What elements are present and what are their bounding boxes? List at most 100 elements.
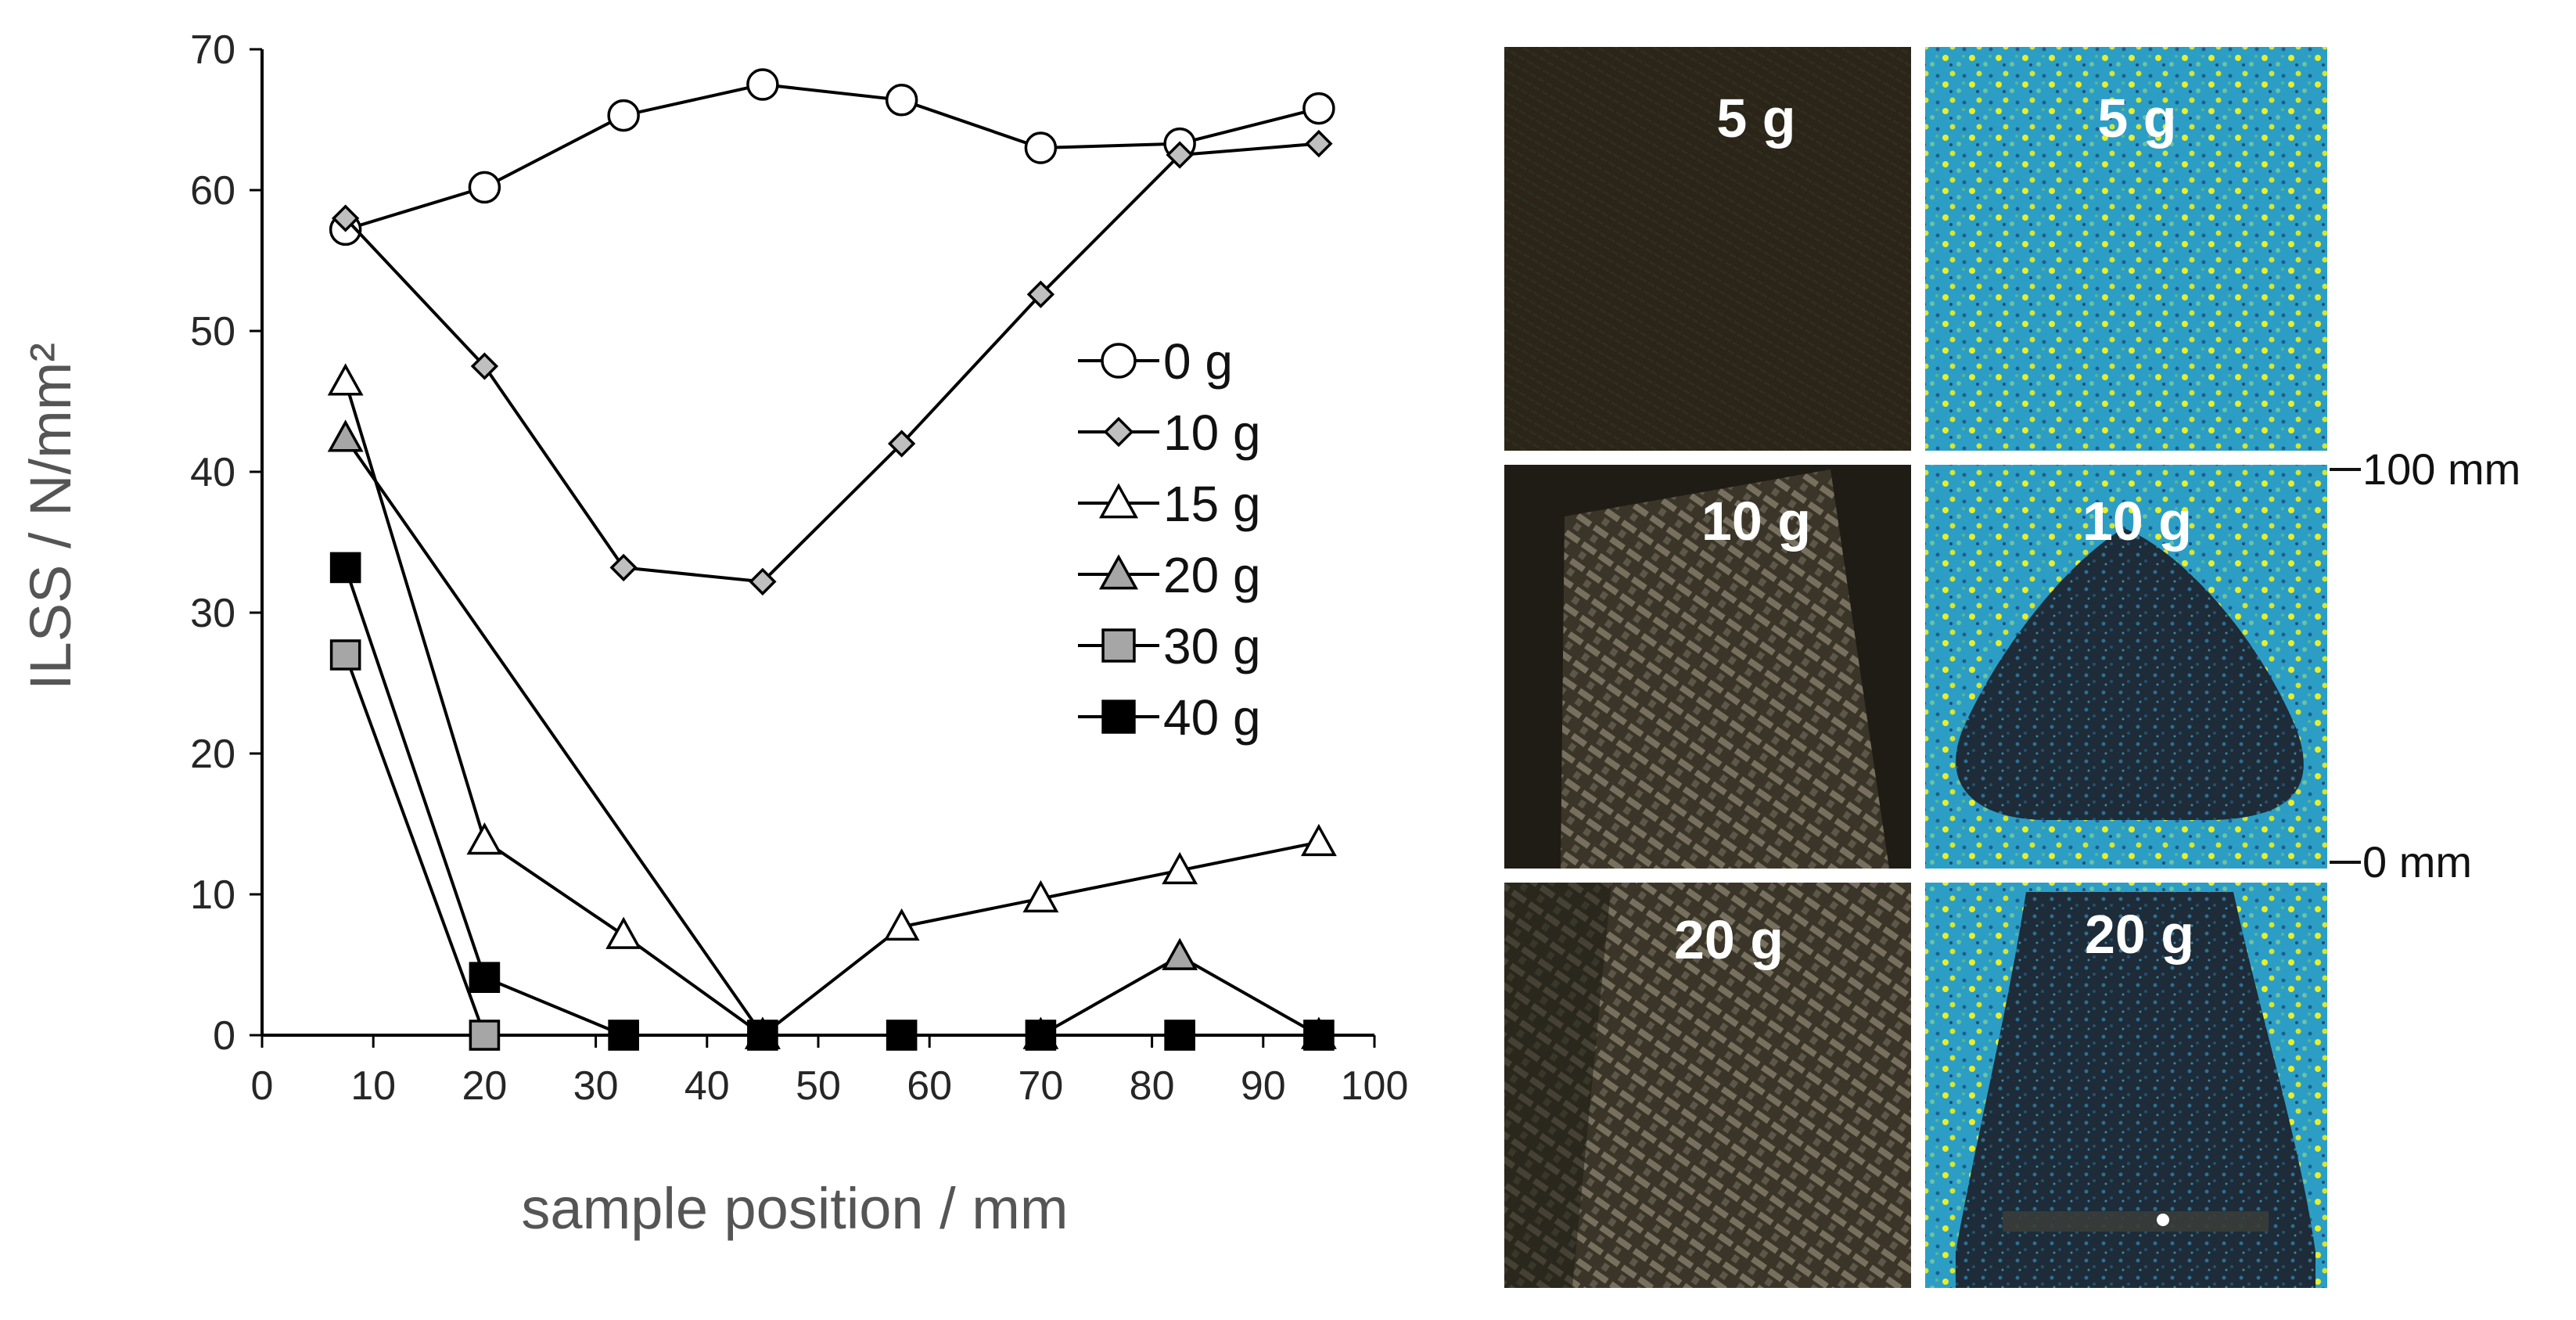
data-point (468, 171, 501, 204)
y-tick-label: 20 (190, 732, 235, 777)
axes: 0 10 20 30 40 50 60 70 80 90 100 0 10 20 30 40 50 60 70 (190, 27, 1408, 1109)
legend-marker (1098, 554, 1139, 590)
series-layer (327, 68, 1337, 1051)
series-line (344, 142, 1320, 584)
data-point (607, 99, 640, 132)
series-30g (329, 639, 501, 1051)
legend-marker (1101, 700, 1136, 734)
y-tick-label: 50 (190, 309, 235, 354)
legend-label: 0 g (1163, 333, 1233, 390)
legend-label: 10 g (1163, 405, 1261, 461)
data-point (1025, 1020, 1057, 1051)
photo-panel-20g: 20 g (1504, 883, 1911, 1288)
scan-panel-20g: 20 g (1925, 883, 2327, 1288)
data-point (747, 1020, 778, 1051)
data-point (608, 1020, 639, 1051)
data-point (1166, 141, 1194, 169)
x-axis-title: sample position / mm (521, 1176, 1068, 1241)
length-scale: 100 mm 0 mm (2330, 444, 2520, 887)
series-line (343, 566, 1319, 1037)
data-point (469, 1020, 501, 1051)
y-tick-label: 0 (213, 1013, 235, 1059)
panel-label: 5 g (2097, 88, 2176, 149)
x-tick-label: 80 (1130, 1063, 1175, 1109)
legend-label: 40 g (1163, 689, 1261, 746)
data-point (1026, 280, 1055, 308)
series-line (345, 82, 1320, 232)
data-point (749, 567, 777, 596)
legend-item: 20 g (1078, 547, 1261, 603)
x-tick-label: 100 (1341, 1063, 1409, 1109)
photo-panel-5g: 5 g (1504, 47, 1911, 451)
legend-marker (1103, 416, 1134, 448)
series-15g (327, 363, 1337, 1049)
x-tick-label: 70 (1018, 1063, 1063, 1109)
legend-label: 30 g (1163, 618, 1261, 674)
series-line (343, 381, 1320, 1038)
legend-item: 0 g (1078, 333, 1233, 390)
data-point (1024, 131, 1058, 164)
panel-label: 20 g (1674, 909, 1784, 970)
data-point (1022, 879, 1059, 913)
legend-marker (1101, 343, 1137, 379)
series-10g (331, 129, 1333, 596)
data-point (466, 822, 503, 855)
x-tick-label: 30 (573, 1063, 619, 1109)
data-point (469, 962, 501, 994)
legend-item: 10 g (1078, 405, 1261, 461)
legend: 0 g 10 g 15 g 20 g 30 g 40 g (1078, 333, 1261, 746)
y-tick-label: 60 (190, 168, 235, 214)
photo-panel-10g: 10 g (1504, 465, 1911, 869)
legend-item: 15 g (1078, 476, 1261, 532)
data-point (331, 204, 360, 232)
data-point (1305, 129, 1333, 158)
y-tick-label: 10 (190, 872, 235, 918)
series-line (343, 654, 487, 1036)
x-tick-label: 50 (796, 1063, 841, 1109)
legend-marker (1098, 483, 1139, 519)
x-tick-label: 10 (350, 1063, 396, 1109)
line-chart: 0 10 20 30 40 50 60 70 80 90 100 0 10 20 30 40 50 60 70 0 … (18, 27, 1408, 1241)
panel-label: 10 g (1701, 491, 1811, 552)
data-point (329, 639, 361, 671)
legend-label: 15 g (1163, 476, 1261, 532)
data-point (327, 419, 364, 452)
y-tick-label: 40 (190, 450, 235, 495)
y-axis-title: ILSS / N/mm² (18, 343, 83, 690)
x-tick-label: 20 (462, 1063, 507, 1109)
data-point (1162, 851, 1198, 885)
data-point (609, 553, 638, 582)
x-tick-label: 60 (907, 1063, 952, 1109)
x-tick-label: 40 (684, 1063, 730, 1109)
legend-item: 40 g (1078, 689, 1261, 746)
panel-label: 20 g (2085, 904, 2194, 965)
scan-panel-5g: 5 g (1925, 47, 2327, 451)
series-40g (329, 552, 1335, 1051)
data-point (885, 84, 918, 117)
data-point (886, 1020, 918, 1051)
y-tick-label: 30 (190, 591, 235, 636)
data-point (1162, 937, 1198, 970)
scale-label-bottom: 0 mm (2362, 837, 2472, 887)
data-point (883, 908, 920, 941)
data-point (605, 916, 642, 949)
data-point (1164, 1020, 1195, 1051)
legend-marker (1101, 628, 1136, 663)
x-tick-label: 0 (251, 1063, 274, 1109)
data-point (887, 430, 916, 458)
data-point (1303, 1020, 1335, 1051)
data-point (329, 552, 361, 584)
data-point (1302, 92, 1335, 125)
legend-item: 30 g (1078, 618, 1261, 674)
scan-panel-10g: 10 g (1925, 465, 2327, 869)
panel-label: 10 g (2082, 491, 2192, 552)
legend-label: 20 g (1163, 547, 1261, 603)
data-point (746, 68, 779, 101)
data-point (327, 363, 364, 396)
x-tick-label: 90 (1241, 1063, 1286, 1109)
scale-label-top: 100 mm (2362, 444, 2520, 494)
y-tick-label: 70 (190, 27, 235, 73)
data-point (470, 352, 499, 380)
panel-label: 5 g (1716, 88, 1795, 149)
